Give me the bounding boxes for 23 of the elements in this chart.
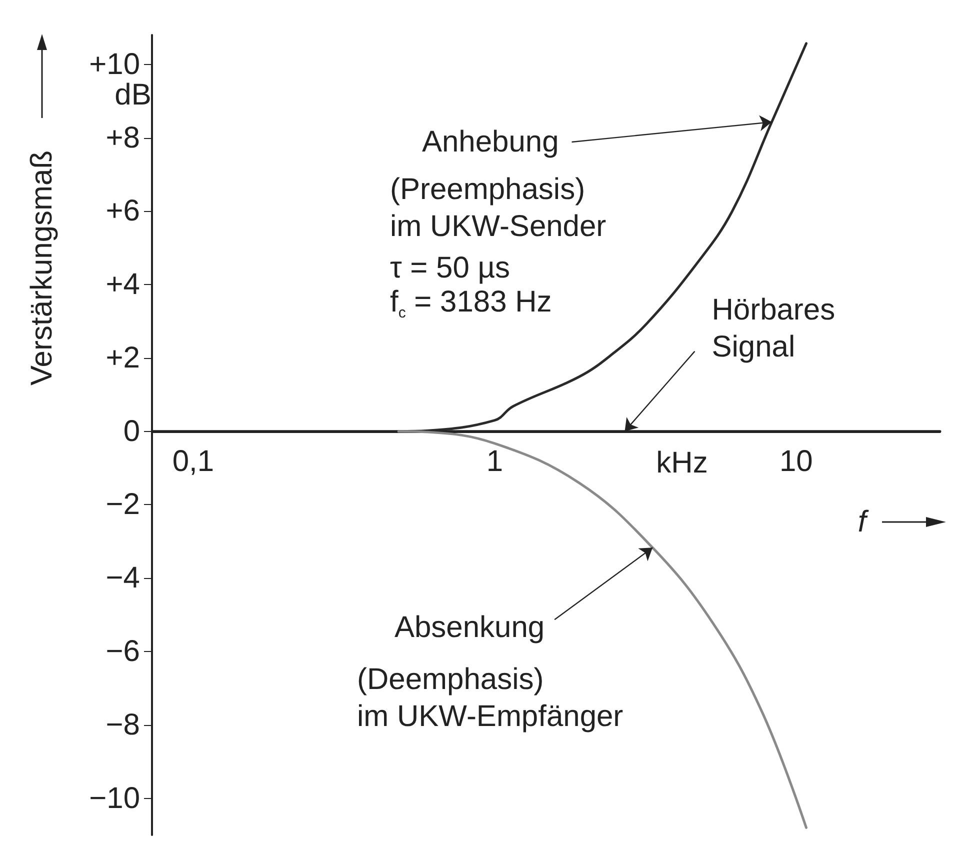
- y-axis-title: Verstärkungsmaß: [26, 150, 58, 386]
- y-tick-label: +8: [106, 121, 140, 154]
- x-tick-label: 1: [486, 444, 504, 478]
- y-tick-label: +2: [106, 341, 140, 374]
- y-tick-label: +4: [106, 268, 140, 302]
- y-tick-label: 0: [123, 414, 140, 448]
- y-tick-label: −10: [89, 782, 140, 815]
- annotation: kHz: [656, 446, 708, 480]
- x-axis-title: f: [858, 506, 869, 538]
- text: dB: [114, 78, 152, 112]
- x-tick-label: 10: [779, 444, 813, 478]
- y-tick-label: +6: [106, 194, 140, 228]
- y-tick-label: −6: [106, 635, 140, 668]
- y-tick-label: −2: [106, 488, 140, 522]
- annotation: Anhebung: [422, 125, 559, 158]
- annotation: (Deemphasis) im UKW-Empfänger: [357, 663, 624, 733]
- annotation: τ = 50 µs: [390, 252, 510, 284]
- y-tick-label: +10: [89, 48, 140, 81]
- y-tick-label: −8: [106, 708, 140, 742]
- y-tick-label: −4: [106, 562, 140, 595]
- x-tick-label: 0,1: [172, 444, 214, 478]
- annotation: Absenkung: [394, 611, 545, 644]
- annotation: Hörbares Signal: [712, 293, 836, 364]
